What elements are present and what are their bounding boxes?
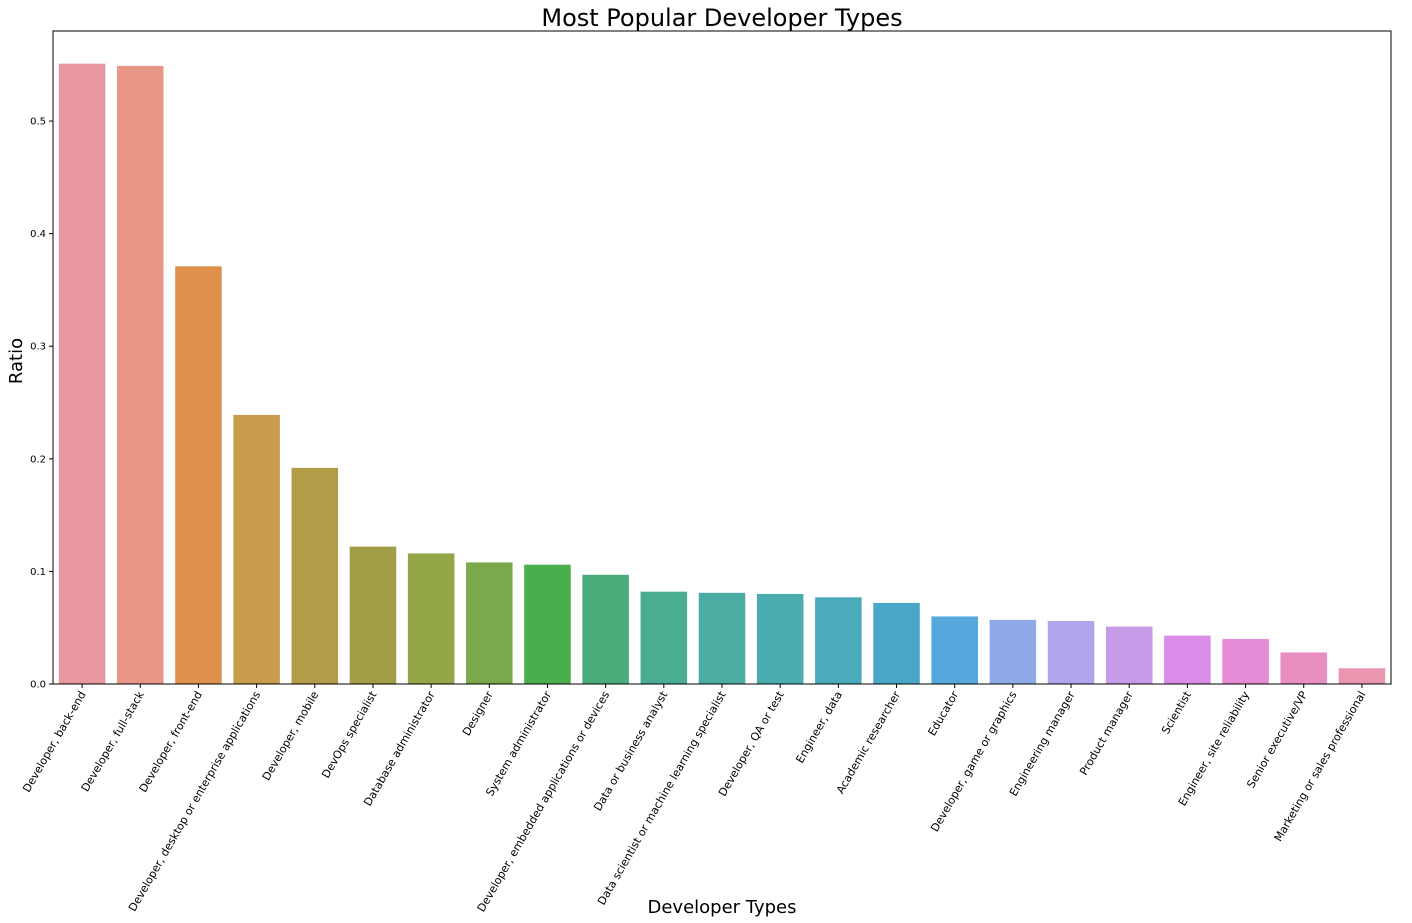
x-tick-label: Educator bbox=[925, 689, 961, 739]
x-tick-label: Senior executive/VP bbox=[1244, 689, 1310, 791]
x-tick-label: Developer, full-stack bbox=[79, 688, 147, 794]
x-tick-label: Engineering manager bbox=[1007, 689, 1078, 799]
bar-6 bbox=[407, 553, 455, 684]
y-tick-label: 0.4 bbox=[30, 229, 46, 240]
bar-9 bbox=[582, 574, 629, 684]
bar-10 bbox=[640, 591, 688, 684]
y-tick-label: 0.2 bbox=[30, 454, 46, 465]
x-tick-label: Designer bbox=[460, 689, 496, 739]
chart-title: Most Popular Developer Types bbox=[541, 4, 902, 32]
bar-11 bbox=[698, 592, 746, 684]
y-axis-label: Ratio bbox=[6, 338, 27, 384]
y-axis-ticks: 0.0 0.1 0.2 0.3 0.4 0.5 bbox=[30, 117, 53, 691]
plot-frame bbox=[52, 30, 1392, 685]
x-tick-label: Developer, mobile bbox=[260, 689, 322, 783]
bar-13 bbox=[815, 597, 862, 684]
bar-7 bbox=[466, 562, 513, 684]
x-tick-label: Data scientist or machine learning speci… bbox=[595, 688, 729, 907]
bar-20 bbox=[1222, 638, 1269, 684]
x-axis-label: Developer Types bbox=[647, 897, 796, 918]
bar-5 bbox=[349, 546, 397, 684]
bar-22 bbox=[1338, 668, 1386, 684]
bar-1 bbox=[116, 65, 164, 684]
y-tick-label: 0.5 bbox=[30, 117, 46, 128]
x-tick-label: Developer, QA or test bbox=[716, 688, 787, 798]
bar-17 bbox=[1047, 620, 1095, 684]
bar-19 bbox=[1164, 635, 1211, 684]
bar-0 bbox=[58, 63, 106, 684]
bar-21 bbox=[1280, 652, 1328, 684]
y-tick-label: 0.3 bbox=[30, 342, 46, 353]
x-tick-label: Developer, embedded applications or devi… bbox=[475, 689, 613, 914]
bar-14 bbox=[873, 602, 920, 684]
bars-group bbox=[58, 63, 1386, 684]
y-tick-label: 0.1 bbox=[30, 567, 46, 578]
x-tick-label: Academic researcher bbox=[834, 689, 904, 796]
bar-3 bbox=[233, 414, 280, 684]
x-tick-label: System administrator bbox=[483, 689, 554, 799]
bar-2 bbox=[175, 266, 222, 684]
x-tick-label: Product manager bbox=[1077, 689, 1136, 778]
bar-4 bbox=[291, 467, 339, 684]
x-tick-label: Developer, front-end bbox=[137, 689, 205, 795]
bar-8 bbox=[524, 564, 571, 684]
x-tick-label: DevOps specialist bbox=[319, 688, 380, 780]
bar-18 bbox=[1105, 626, 1153, 684]
bar-15 bbox=[931, 616, 978, 684]
x-tick-label: Engineer, data bbox=[793, 689, 845, 765]
x-tick-label: Scientist bbox=[1159, 688, 1194, 736]
x-tick-label: Developer, back-end bbox=[20, 689, 88, 795]
bar-12 bbox=[756, 593, 804, 684]
y-tick-label: 0.0 bbox=[30, 680, 46, 691]
x-tick-label: Developer, desktop or enterprise applica… bbox=[126, 689, 263, 914]
bar-16 bbox=[989, 619, 1037, 684]
